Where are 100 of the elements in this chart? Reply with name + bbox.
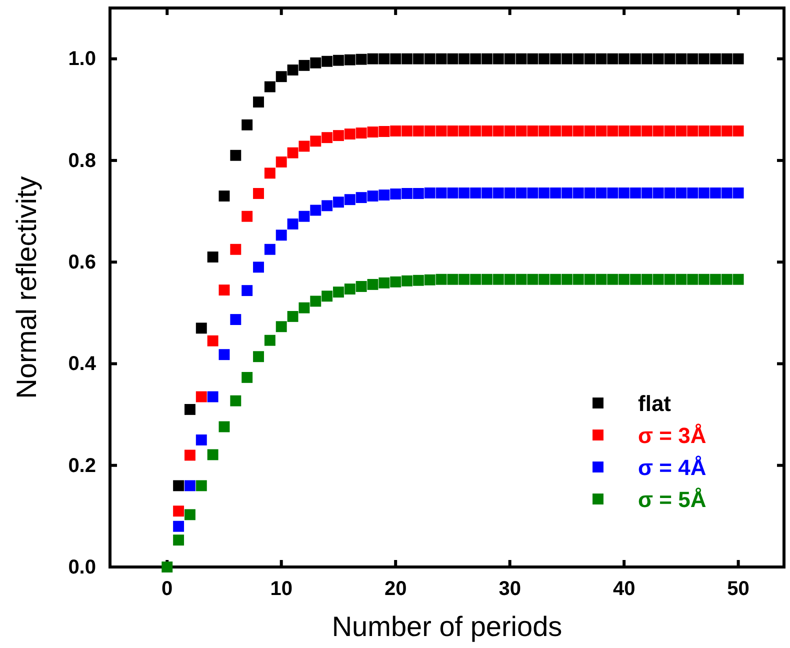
point bbox=[402, 53, 412, 64]
point bbox=[333, 196, 344, 208]
point bbox=[322, 132, 333, 144]
point bbox=[298, 210, 310, 222]
point bbox=[492, 274, 504, 285]
point bbox=[721, 188, 732, 198]
point bbox=[356, 128, 367, 138]
y-tick-label: 0.2 bbox=[68, 454, 96, 477]
x-tick-label: 20 bbox=[384, 578, 407, 600]
point bbox=[676, 53, 687, 64]
point bbox=[676, 274, 687, 285]
point bbox=[390, 53, 402, 64]
point bbox=[732, 53, 744, 64]
point bbox=[492, 126, 504, 136]
y-tick-label: 0.0 bbox=[68, 556, 96, 578]
point bbox=[447, 126, 458, 136]
point bbox=[196, 434, 207, 446]
point bbox=[584, 274, 596, 285]
point bbox=[230, 314, 242, 325]
point bbox=[447, 53, 458, 64]
point bbox=[356, 54, 367, 65]
point bbox=[538, 188, 550, 198]
point bbox=[732, 188, 744, 198]
point bbox=[230, 395, 242, 406]
point bbox=[356, 281, 367, 292]
x-axis-title: Number of periods bbox=[332, 611, 562, 642]
x-tick-label: 30 bbox=[498, 578, 521, 600]
y-tick-label: 0.8 bbox=[68, 150, 96, 172]
point bbox=[367, 126, 378, 138]
point bbox=[710, 126, 721, 136]
point bbox=[721, 274, 732, 285]
point bbox=[310, 296, 322, 307]
point bbox=[572, 53, 584, 64]
point bbox=[367, 278, 378, 290]
point bbox=[482, 188, 492, 198]
point bbox=[390, 126, 402, 136]
point bbox=[402, 126, 412, 136]
point bbox=[253, 96, 264, 108]
point bbox=[424, 274, 436, 286]
point bbox=[561, 274, 572, 285]
point bbox=[504, 126, 516, 136]
point bbox=[482, 53, 492, 64]
point bbox=[436, 274, 447, 285]
point bbox=[607, 188, 618, 198]
point bbox=[196, 322, 207, 334]
point bbox=[424, 53, 436, 64]
point bbox=[596, 274, 607, 285]
point bbox=[264, 334, 276, 346]
point bbox=[436, 126, 447, 136]
point bbox=[390, 188, 402, 200]
point bbox=[412, 188, 424, 199]
point bbox=[207, 252, 218, 262]
point bbox=[504, 274, 516, 285]
point bbox=[458, 274, 470, 285]
point bbox=[607, 126, 618, 136]
point bbox=[516, 188, 527, 198]
point bbox=[287, 64, 298, 76]
point bbox=[402, 188, 412, 199]
point bbox=[630, 126, 641, 136]
point bbox=[664, 188, 676, 198]
point bbox=[264, 168, 276, 179]
point bbox=[287, 310, 298, 322]
point bbox=[402, 275, 412, 286]
point bbox=[641, 126, 652, 136]
point bbox=[378, 190, 390, 200]
point bbox=[184, 480, 196, 492]
point bbox=[492, 188, 504, 198]
point bbox=[527, 53, 538, 64]
point bbox=[218, 421, 230, 432]
point bbox=[310, 204, 322, 216]
x-tick-label: 40 bbox=[612, 578, 636, 600]
point bbox=[458, 188, 470, 198]
point bbox=[618, 53, 630, 64]
point bbox=[276, 71, 287, 82]
point bbox=[664, 126, 676, 136]
point bbox=[618, 188, 630, 198]
point bbox=[630, 53, 641, 64]
point bbox=[652, 274, 664, 285]
point bbox=[698, 126, 710, 136]
point bbox=[298, 302, 310, 314]
y-axis-title: Normal reflectivity bbox=[11, 176, 42, 399]
point bbox=[561, 126, 572, 136]
point bbox=[207, 449, 218, 460]
point bbox=[641, 53, 652, 64]
point bbox=[242, 285, 253, 296]
point bbox=[436, 53, 447, 64]
point bbox=[276, 321, 287, 332]
point bbox=[710, 188, 721, 198]
point bbox=[196, 480, 207, 492]
point bbox=[447, 274, 458, 285]
point bbox=[470, 188, 482, 198]
point bbox=[618, 274, 630, 285]
point bbox=[721, 53, 732, 64]
point bbox=[584, 53, 596, 64]
y-tick-label: 0.6 bbox=[68, 251, 96, 274]
point bbox=[424, 188, 436, 198]
point bbox=[344, 284, 356, 294]
point bbox=[732, 126, 744, 136]
legend-label: flat bbox=[638, 391, 672, 416]
point bbox=[218, 284, 230, 296]
